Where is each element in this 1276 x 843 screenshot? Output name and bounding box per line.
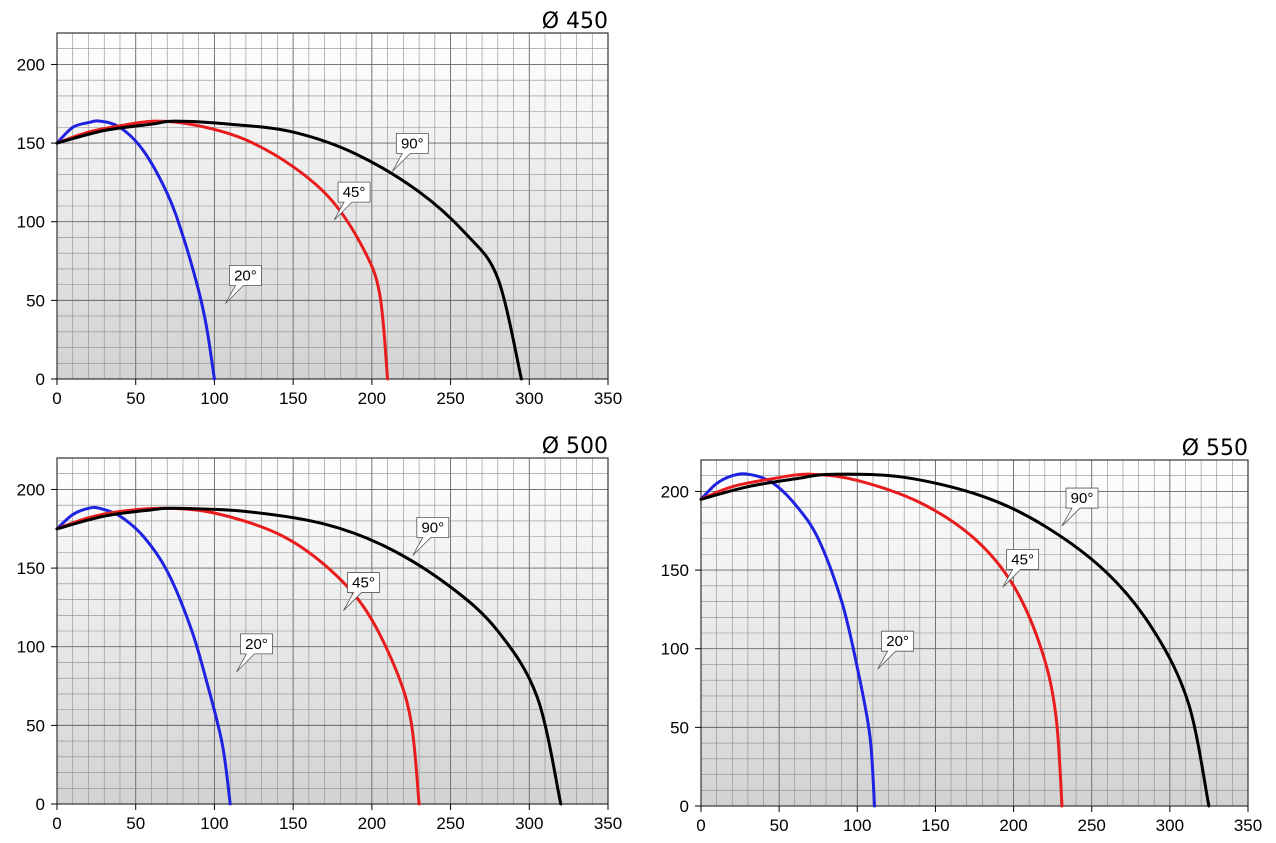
series-line-20deg [699, 472, 876, 808]
x-tick-label: 50 [770, 816, 789, 835]
x-tick-label: 200 [999, 816, 1027, 835]
y-tick-label: 50 [26, 291, 45, 310]
callout-20deg: 20° [225, 265, 262, 304]
callout-label: 90° [1071, 490, 1094, 507]
y-tick-label: 0 [36, 795, 45, 814]
callout-20deg: 20° [236, 633, 273, 673]
x-tick-label: 50 [126, 814, 145, 833]
callout-label: 45° [352, 575, 375, 592]
y-tick-label: 100 [17, 638, 45, 657]
x-tick-label: 100 [200, 389, 228, 408]
x-tick-label: 200 [358, 389, 386, 408]
series-line-90deg [55, 119, 523, 381]
x-tick-label: 250 [436, 389, 464, 408]
x-tick-label: 150 [921, 816, 949, 835]
callout-90deg: 90° [391, 133, 429, 172]
chart-title: Ø 500 [542, 434, 608, 459]
x-tick-label: 0 [696, 816, 705, 835]
series-line-45deg [699, 472, 1064, 808]
x-tick-label: 250 [436, 814, 464, 833]
x-tick-label: 100 [200, 814, 228, 833]
y-tick-label: 50 [26, 716, 45, 735]
x-tick-label: 350 [1234, 816, 1262, 835]
plot-frame [700, 459, 1249, 807]
chart-2: 0 50 100 150 200 250 300 350 0 50 100 150 200 Ø 500 20… [17, 434, 623, 833]
x-tick-label: 300 [515, 814, 543, 833]
series-line-90deg [699, 472, 1211, 808]
y-tick-label: 0 [680, 797, 689, 816]
callout-45deg: 45° [343, 572, 380, 611]
y-tick-label: 100 [17, 213, 45, 232]
chart-title: Ø 550 [1182, 436, 1248, 461]
y-tick-label: 50 [670, 718, 689, 737]
x-tick-label: 150 [279, 389, 307, 408]
plot-frame [56, 32, 609, 380]
grid [700, 459, 1249, 807]
x-tick-label: 350 [594, 814, 622, 833]
y-tick-label: 150 [17, 134, 45, 153]
chart-title: Ø 450 [542, 9, 608, 34]
y-tick-label: 200 [17, 480, 45, 499]
callout-45deg: 45° [1002, 548, 1040, 588]
grid [56, 457, 609, 805]
y-tick-label: 0 [36, 370, 45, 389]
callout-label: 90° [401, 135, 424, 152]
series-line-45deg [55, 506, 421, 806]
callout-20deg: 20° [877, 630, 915, 670]
x-tick-label: 0 [52, 389, 61, 408]
x-tick-label: 100 [843, 816, 871, 835]
x-tick-label: 300 [1156, 816, 1184, 835]
y-tick-label: 200 [661, 482, 689, 501]
series-line-20deg [55, 119, 216, 381]
x-tick-label: 300 [515, 389, 543, 408]
callout-90deg: 90° [1061, 487, 1099, 527]
chart-1: 0 50 100 150 200 250 300 350 0 50 100 150 200 Ø 450 20… [17, 9, 623, 408]
callout-label: 45° [343, 184, 366, 201]
callout-45deg: 45° [333, 181, 371, 221]
callout-90deg: 90° [412, 517, 450, 556]
x-tick-label: 250 [1078, 816, 1106, 835]
y-tick-label: 150 [17, 559, 45, 578]
callout-label: 90° [421, 520, 444, 537]
x-tick-label: 200 [358, 814, 386, 833]
y-tick-label: 100 [661, 640, 689, 659]
x-tick-label: 150 [279, 814, 307, 833]
x-tick-label: 350 [594, 389, 622, 408]
callout-label: 20° [234, 268, 257, 285]
plot-frame [56, 457, 609, 805]
series-line-45deg [55, 119, 390, 381]
x-tick-label: 0 [52, 814, 61, 833]
y-tick-label: 150 [661, 561, 689, 580]
chart-3: 0 50 100 150 200 250 300 350 0 50 100 150 200 Ø 550 20… [661, 436, 1263, 835]
callout-label: 20° [886, 633, 909, 650]
callout-label: 20° [245, 636, 268, 653]
series-line-90deg [55, 506, 563, 806]
x-tick-label: 50 [126, 389, 145, 408]
callout-label: 45° [1011, 551, 1034, 568]
y-tick-label: 200 [17, 55, 45, 74]
series-line-20deg [55, 505, 232, 806]
